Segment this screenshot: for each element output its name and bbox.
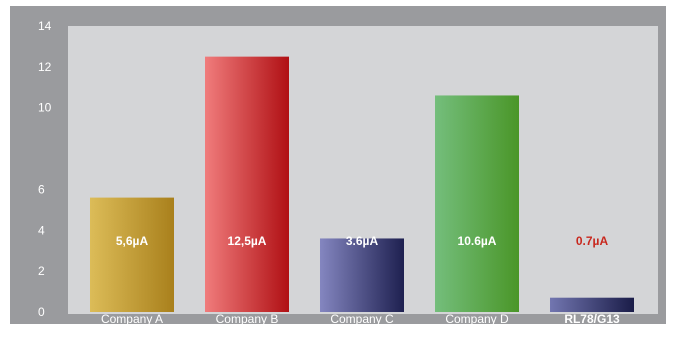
bar-company-a — [90, 197, 174, 312]
x-tick-label: Company D — [445, 312, 509, 324]
data-label: 3.6µA — [346, 234, 379, 248]
bar-rl78-g13 — [550, 297, 634, 312]
bar-company-d — [435, 95, 519, 312]
bar-company-b — [205, 56, 289, 313]
y-tick-label: 6 — [38, 182, 45, 196]
data-label: 5,6µA — [116, 234, 149, 248]
y-tick-label: 2 — [38, 264, 45, 278]
data-label: 10.6µA — [458, 234, 497, 248]
y-tick-label: 10 — [38, 101, 52, 115]
y-tick-label: 4 — [38, 223, 45, 237]
y-tick-label: 14 — [38, 19, 52, 33]
y-axis: 0 2 4 6 10 12 14 — [38, 19, 52, 319]
x-axis: Company A Company B Company C Company D RL78… — [101, 312, 620, 324]
x-tick-label: RL78/G13 — [564, 312, 620, 324]
value-labels: 5,6µA 12,5µA 3.6µA 10.6µA 0.7µA — [116, 234, 609, 248]
y-tick-label: 12 — [38, 60, 52, 74]
bars — [90, 56, 634, 313]
data-label: 12,5µA — [228, 234, 267, 248]
bar-chart: 0 2 4 6 10 12 14 5,6µA 12,5µA 3.6µA 10.6µA 0.7µA C… — [38, 19, 658, 324]
x-tick-label: Company A — [101, 312, 163, 324]
bar-company-c — [320, 238, 404, 312]
x-tick-label: Company B — [216, 312, 279, 324]
x-tick-label: Company C — [330, 312, 394, 324]
y-tick-label: 0 — [38, 305, 45, 319]
chart-frame: 0 2 4 6 10 12 14 5,6µA 12,5µA 3.6µA 10.6µA 0.7µA C… — [10, 6, 666, 324]
data-label: 0.7µA — [576, 234, 609, 248]
